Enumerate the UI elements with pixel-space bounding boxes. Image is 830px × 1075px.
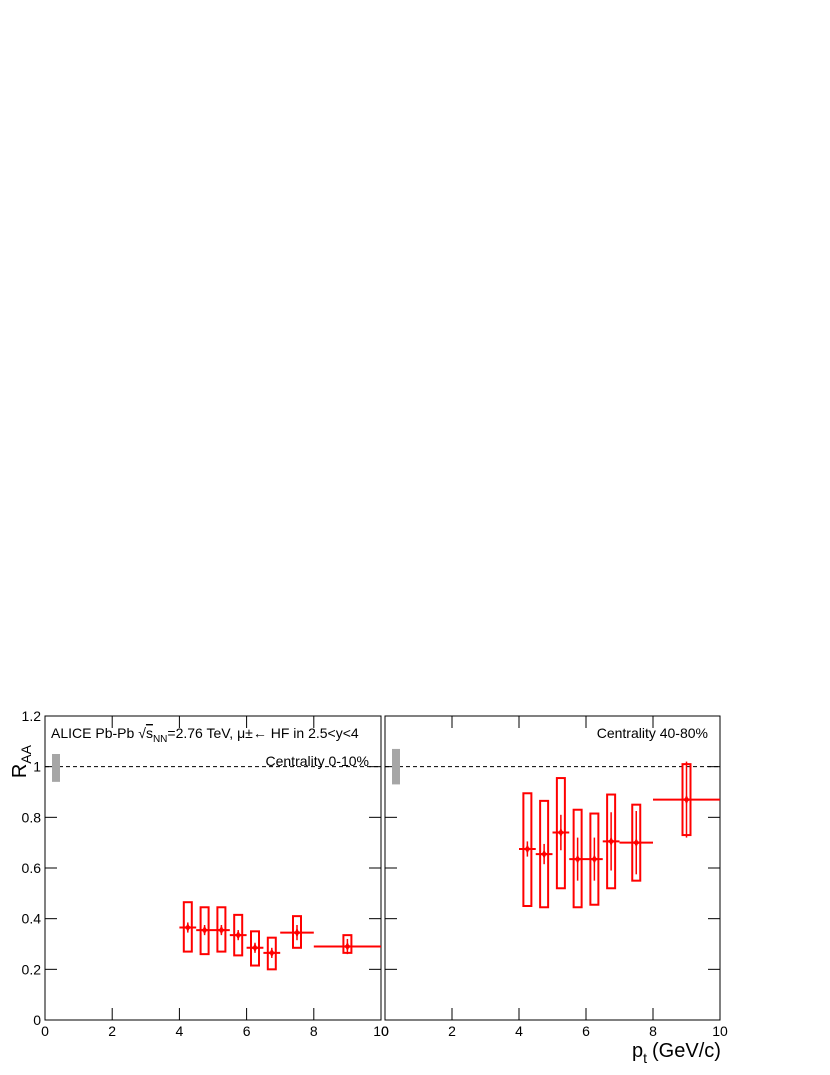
- marker: [606, 836, 617, 847]
- title-sub: NN: [153, 734, 167, 745]
- y-tick-label: 1: [33, 759, 41, 775]
- frame: [384, 715, 721, 1021]
- y-tick-label: 1.2: [22, 708, 42, 724]
- marker: [539, 849, 550, 860]
- x-tick-label: 2: [108, 1023, 116, 1039]
- y-tick-label: 0: [33, 1012, 41, 1028]
- x-tick-label: 8: [310, 1023, 318, 1039]
- normalization-box: [392, 748, 400, 785]
- marker: [631, 837, 642, 848]
- marker: [199, 925, 210, 936]
- marker: [589, 854, 600, 865]
- marker: [342, 941, 353, 952]
- marker: [522, 844, 533, 854]
- series: [179, 901, 381, 971]
- y-tick-label: 0.2: [22, 961, 42, 977]
- normalization-box: [52, 754, 60, 782]
- x-tick-label: 10: [373, 1023, 389, 1039]
- x-axis-label: pt (GeV/c): [632, 1040, 721, 1066]
- title-sqrt: √: [138, 725, 146, 741]
- title-root: s: [146, 725, 153, 741]
- x-tick-label: 0: [381, 1023, 389, 1039]
- y-tick-label: 0.4: [22, 911, 42, 927]
- marker: [250, 942, 260, 953]
- centrality-label: Centrality 0-10%: [266, 753, 370, 769]
- title-prefix: ALICE Pb-Pb: [51, 725, 134, 741]
- x-tick-label: 0: [41, 1023, 49, 1039]
- centrality-label: Centrality 40-80%: [597, 725, 708, 741]
- panel-title: ALICE Pb-Pb √sNN=2.76 TeV, μ±← HF in 2.5<…: [51, 725, 359, 745]
- x-tick-label: 6: [243, 1023, 251, 1039]
- y-axis-label: RAA: [9, 744, 34, 778]
- marker: [681, 794, 692, 805]
- marker: [233, 930, 244, 941]
- marker: [572, 854, 583, 865]
- x-tick-label: 4: [515, 1023, 523, 1039]
- marker: [555, 827, 566, 838]
- x-tick-label: 8: [649, 1023, 657, 1039]
- x-tick-label: 2: [448, 1023, 456, 1039]
- x-tick-label: 10: [712, 1023, 728, 1039]
- marker: [216, 925, 227, 936]
- y-tick-label: 0.8: [22, 809, 42, 825]
- marker: [292, 927, 302, 938]
- x-tick-label: 6: [582, 1023, 590, 1039]
- marker: [266, 947, 277, 958]
- title-rest: =2.76 TeV, μ±← HF in 2.5<y<4: [167, 725, 358, 741]
- series: [519, 761, 720, 909]
- marker: [182, 922, 193, 933]
- x-tick-label: 4: [176, 1023, 184, 1039]
- y-tick-label: 0.6: [22, 860, 42, 876]
